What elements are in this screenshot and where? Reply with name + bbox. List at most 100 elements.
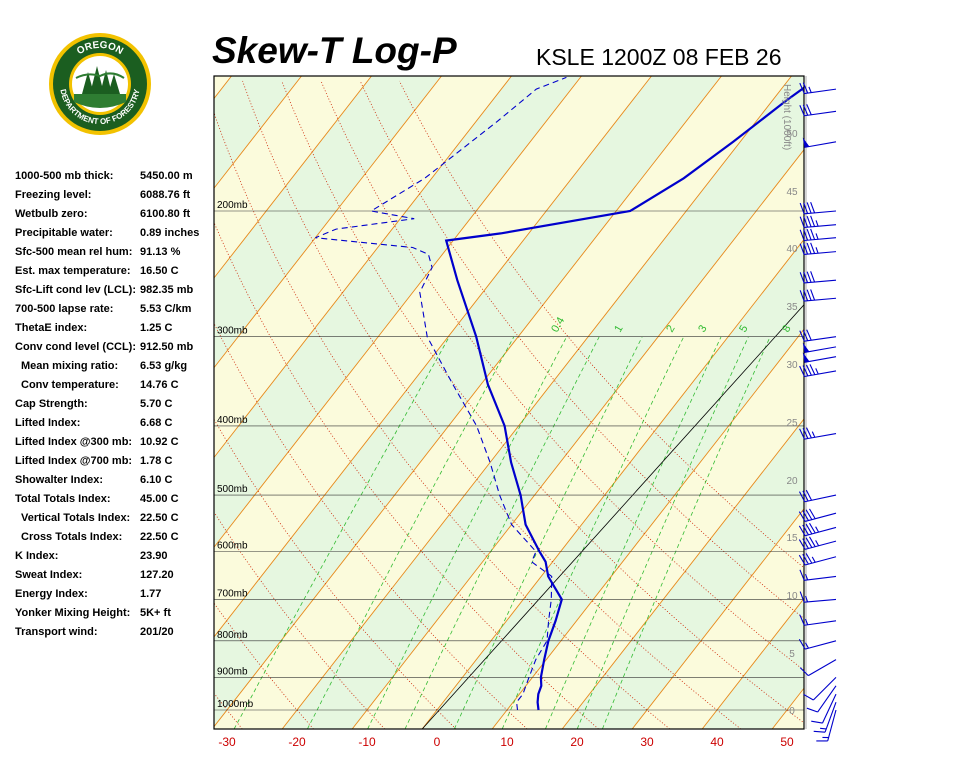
wind-barb-full xyxy=(799,428,805,440)
wind-barb-half xyxy=(820,727,827,730)
wind-barb-staff xyxy=(804,110,837,117)
stat-value: 201/20 xyxy=(140,626,174,638)
wind-barb-full xyxy=(810,215,816,227)
wind-barb-half xyxy=(815,540,820,547)
wind-barb-full xyxy=(799,216,805,228)
wind-barb-staff xyxy=(804,224,837,228)
wind-barb-full xyxy=(805,509,813,520)
wind-barb-staff xyxy=(804,526,837,537)
pressure-label: 300mb xyxy=(217,326,248,337)
wind-barb-full xyxy=(810,228,816,240)
stat-row: Est. max temperature: 16.50 C xyxy=(15,263,215,282)
stat-value: 982.35 mb xyxy=(140,284,194,296)
height-tick-label: 5 xyxy=(789,649,795,660)
stat-row: K Index: 23.90 xyxy=(15,548,215,567)
stat-value: 5.70 C xyxy=(140,398,173,410)
stat-value: 10.92 C xyxy=(140,436,179,448)
pressure-label: 800mb xyxy=(217,630,248,641)
wind-barb-half xyxy=(815,526,820,533)
x-tick-label: -20 xyxy=(288,735,306,749)
stat-value: 6.10 C xyxy=(140,474,173,486)
height-tick-label: 40 xyxy=(786,244,798,255)
stat-label: Lifted Index @700 mb: xyxy=(15,455,133,467)
wind-barb-staff xyxy=(804,512,837,522)
stat-row: Sfc-Lift cond lev (LCL): 982.35 mb xyxy=(15,282,215,301)
wind-barb-staff xyxy=(804,297,837,302)
stat-label: Est. max temperature: xyxy=(15,265,131,277)
wind-barb-full xyxy=(798,511,806,522)
wind-barb-full xyxy=(805,489,813,501)
wind-barb-full xyxy=(799,569,805,581)
stat-value: 6.53 g/kg xyxy=(140,360,188,372)
wind-barb-flag xyxy=(802,352,810,363)
isotherm-band xyxy=(282,76,804,729)
isotherm-line xyxy=(351,149,804,729)
mixing-ratio-line xyxy=(545,336,722,729)
wind-barb-staff xyxy=(804,370,837,378)
wind-barb-staff xyxy=(804,598,837,603)
height-tick-label: 20 xyxy=(786,476,798,487)
isotherm-line xyxy=(842,76,960,729)
pressure-label: 200mb xyxy=(217,200,248,211)
wind-barb-full xyxy=(802,329,809,341)
x-tick-label: 10 xyxy=(500,735,514,749)
wind-barb-full xyxy=(809,522,816,534)
stat-value: 5450.00 m xyxy=(140,170,193,182)
height-tick-label: 15 xyxy=(786,533,798,544)
wind-barb-full xyxy=(806,229,812,241)
isotherm-line xyxy=(631,507,804,729)
wind-barb-full xyxy=(799,365,805,377)
plot-area xyxy=(214,76,960,729)
isotherm-line xyxy=(214,76,442,369)
isotherm-line xyxy=(214,76,512,459)
wind-barb-full xyxy=(810,201,816,214)
isotherm-line xyxy=(214,76,302,189)
stat-value: 16.50 C xyxy=(140,265,179,277)
stat-label: Cross Totals Index: xyxy=(21,531,123,543)
wind-barb-full xyxy=(803,229,809,241)
wind-barb-full xyxy=(805,553,813,564)
mixing-ratio-line xyxy=(501,336,684,729)
wind-barb-full xyxy=(802,104,809,116)
wind-barb-half xyxy=(808,86,812,93)
wind-barb-half xyxy=(815,220,819,227)
wind-barb-half xyxy=(811,556,816,563)
stat-row: Wetbulb zero: 6100.80 ft xyxy=(15,206,215,225)
mixing-ratio-line xyxy=(367,336,567,729)
stat-label: Conv temperature: xyxy=(21,379,119,391)
isotherm-line xyxy=(561,418,804,729)
wind-barb-half xyxy=(804,618,809,625)
stat-value: 6088.76 ft xyxy=(140,189,191,201)
stat-label: Energy Index: xyxy=(15,588,88,600)
wind-barb-full xyxy=(806,242,812,254)
x-tick-label: 50 xyxy=(780,735,794,749)
stat-value: 45.00 C xyxy=(140,493,179,505)
wind-barb-full xyxy=(802,490,809,502)
wind-barb-half xyxy=(804,573,809,581)
pressure-label: 400mb xyxy=(217,415,248,426)
stat-value: 23.90 xyxy=(140,550,168,562)
wind-barbs xyxy=(798,82,837,742)
wind-barb-full xyxy=(805,537,813,548)
height-tick-label: 25 xyxy=(786,418,798,429)
reference-line xyxy=(421,304,804,729)
wind-barb-full xyxy=(798,554,806,566)
isotherm-line xyxy=(421,238,804,729)
stat-value: 22.50 C xyxy=(140,512,179,524)
x-tick-label: 30 xyxy=(640,735,654,749)
x-tick-label: 20 xyxy=(570,735,584,749)
stat-row: 1000-500 mb thick: 5450.00 m xyxy=(15,168,215,187)
station-time-label: KSLE 1200Z 08 FEB 26 xyxy=(536,44,782,70)
isotherm-line xyxy=(491,328,804,729)
stat-row: Energy Index: 1.77 xyxy=(15,586,215,605)
dry-adiabat-line xyxy=(214,418,457,729)
wind-barb-flag xyxy=(802,137,810,148)
stat-value: 91.13 % xyxy=(140,246,181,258)
stat-label: Sfc-500 mean rel hum: xyxy=(15,246,133,258)
x-tick-label: 40 xyxy=(710,735,724,749)
pressure-label: 900mb xyxy=(217,666,248,677)
wind-barb-full xyxy=(802,538,809,549)
isotherm-line xyxy=(214,76,232,100)
wind-barb-full xyxy=(802,365,809,377)
mixing-ratio-label: 2 xyxy=(664,323,677,334)
